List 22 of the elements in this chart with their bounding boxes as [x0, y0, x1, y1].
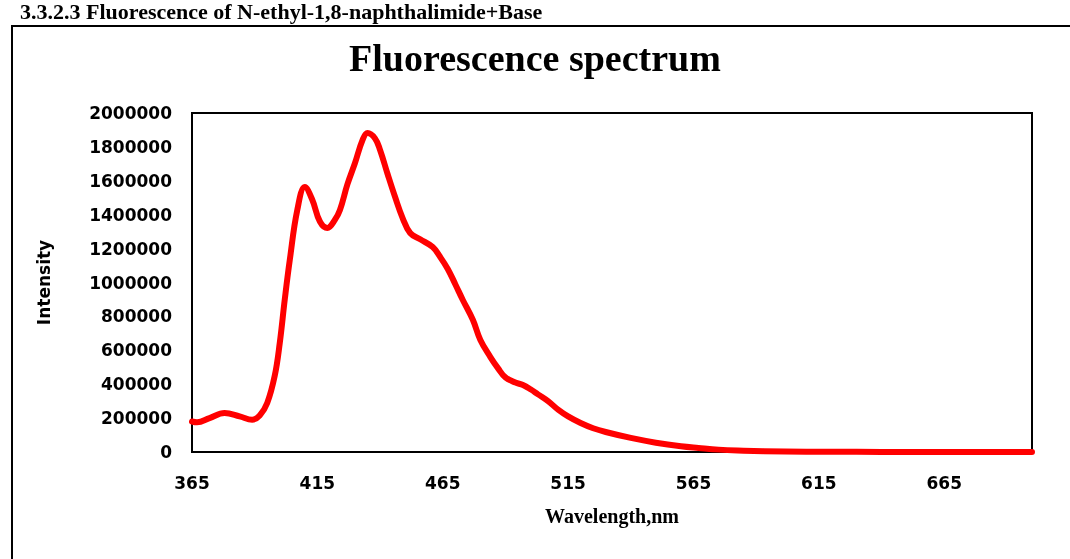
y-tick-label: 1200000 — [89, 238, 173, 259]
y-tick-label: 0 — [160, 442, 173, 462]
y-tick-label: 1800000 — [89, 136, 173, 157]
y-tick-label: 600000 — [101, 340, 173, 361]
y-tick-label: 1000000 — [89, 272, 173, 293]
y-tick-label: 400000 — [101, 374, 173, 395]
x-tick-label: 465 — [425, 472, 461, 493]
x-tick-label: 515 — [550, 472, 586, 493]
y-tick-label: 1400000 — [89, 204, 173, 225]
y-tick-label: 200000 — [101, 408, 173, 429]
y-tick-label: 1600000 — [89, 170, 173, 191]
x-tick-label: 665 — [926, 472, 962, 493]
x-tick-label: 415 — [299, 472, 336, 493]
y-axis-title: Intensity — [33, 239, 54, 326]
x-axis-title: Wavelength,nm — [545, 505, 680, 528]
x-tick-label: 615 — [801, 472, 837, 493]
x-tick-label: 565 — [675, 472, 712, 493]
x-tick-label: 365 — [174, 472, 210, 493]
y-tick-label: 800000 — [101, 306, 173, 327]
chart-title: Fluorescence spectrum — [349, 37, 721, 79]
text: 3.3.2.3 Fluorescence of N-ethyl-1,8-naphthalimide+Base — [20, 0, 543, 24]
y-tick-label: 2000000 — [89, 103, 173, 123]
